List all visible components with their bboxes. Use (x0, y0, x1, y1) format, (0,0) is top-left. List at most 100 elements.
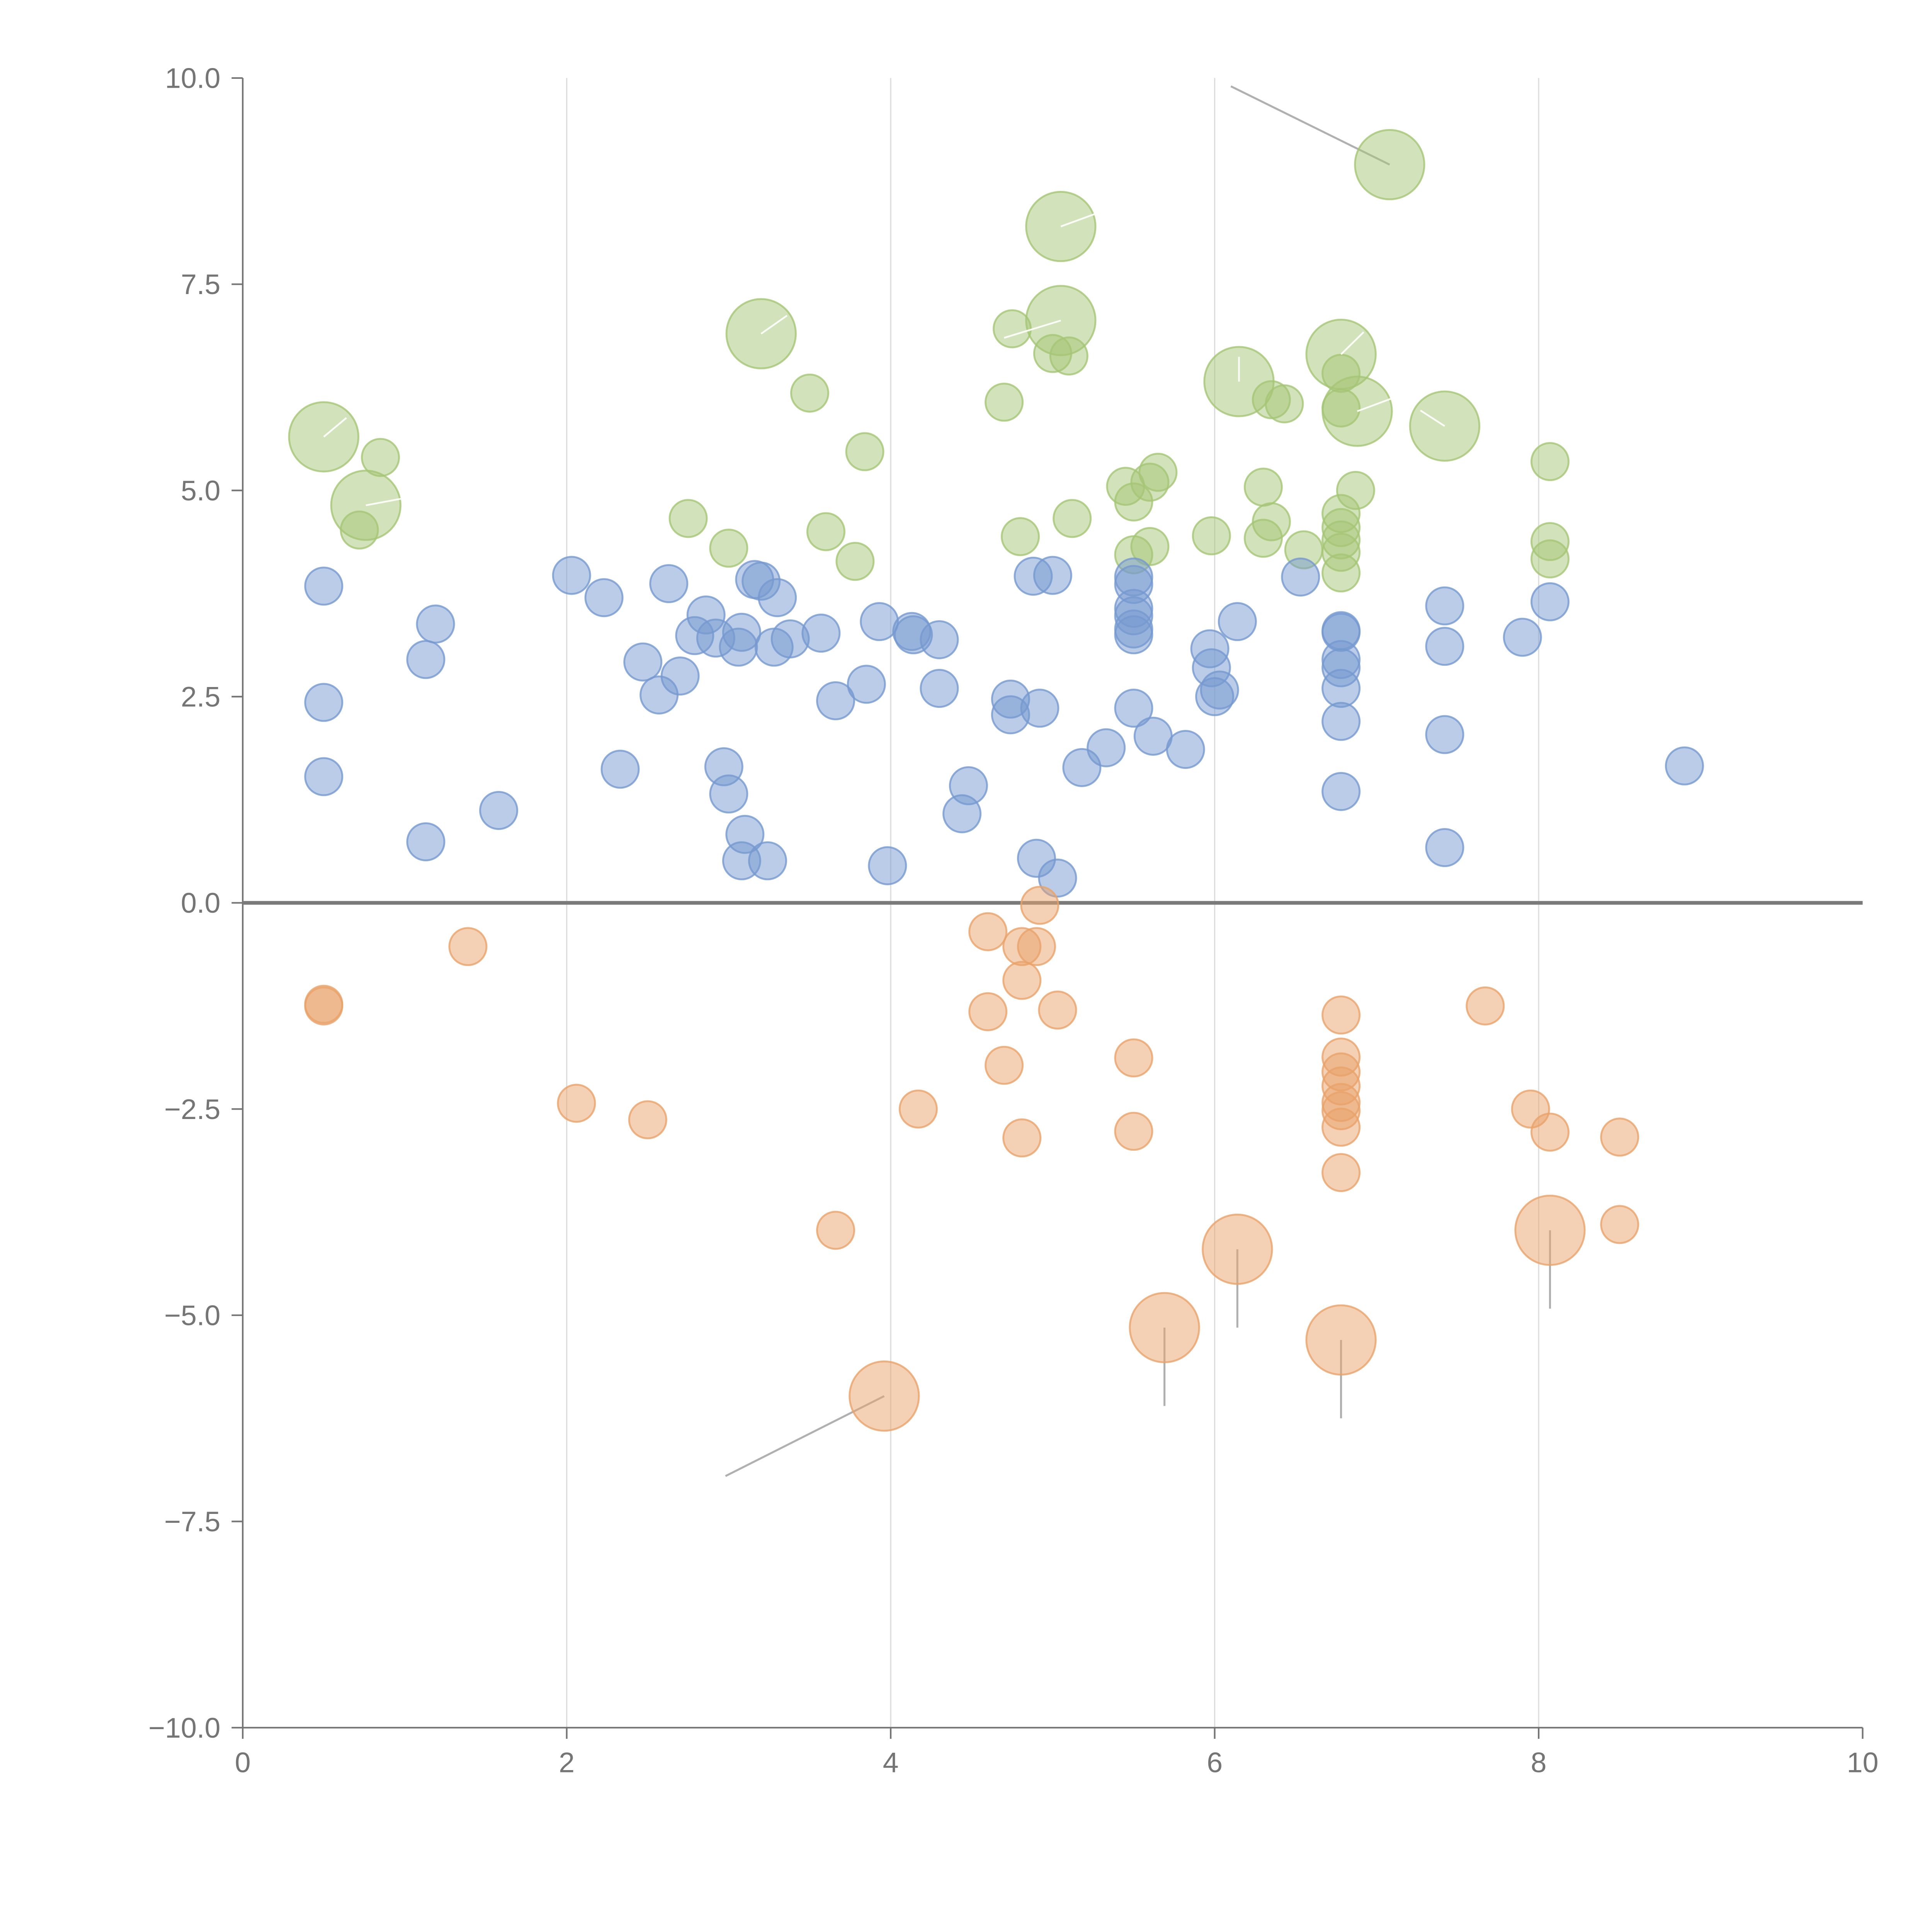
green-point (361, 438, 400, 477)
orange-point (1530, 1112, 1570, 1152)
blue-point (584, 578, 624, 617)
orange-point (304, 986, 344, 1026)
y-tick-label: −7.5 (164, 1505, 220, 1537)
leader-line (366, 498, 402, 506)
orange-point (898, 1089, 938, 1129)
green-point (668, 499, 708, 538)
x-tick-label: 8 (1531, 1747, 1547, 1779)
green-point (790, 373, 829, 413)
orange-point (816, 1211, 855, 1250)
blue-point (816, 681, 855, 721)
y-tick-label: 2.5 (181, 681, 220, 713)
blue-point (748, 841, 787, 881)
green-point (1049, 336, 1088, 376)
blue-point (1321, 772, 1361, 811)
green-point (1025, 191, 1097, 262)
green-point (1243, 519, 1283, 558)
green-point (1354, 129, 1425, 201)
orange-point (1466, 986, 1505, 1026)
leader-line (760, 315, 788, 335)
green-point (1321, 388, 1361, 428)
leader-line (1340, 331, 1364, 355)
orange-point (985, 1046, 1024, 1085)
blue-point (660, 656, 700, 696)
blue-point (722, 612, 761, 652)
orange-point (1038, 990, 1077, 1030)
blue-point (416, 604, 455, 644)
orange-point (1129, 1292, 1200, 1364)
tick-labels: 0 2 4 6 8 10 10.0 7.5 5.0 2.5 0.0 −2.5 −5.0 −7.5 −10.0 (148, 62, 1878, 1779)
green-point (835, 542, 875, 581)
green-point (1321, 553, 1361, 593)
blue-point (1087, 728, 1126, 767)
blue-point (1114, 689, 1153, 728)
orange-point (1600, 1117, 1639, 1157)
x-tick-label: 0 (235, 1747, 251, 1779)
leader-line (1357, 397, 1393, 412)
green-point (1265, 384, 1304, 423)
green-point (1130, 527, 1170, 566)
orange-point (1321, 1153, 1361, 1192)
blue-point (860, 602, 899, 641)
blue-point (1218, 602, 1257, 641)
blue-point (1033, 556, 1072, 595)
y-tick-label: −2.5 (164, 1093, 220, 1125)
orange-point (1114, 1038, 1153, 1078)
green-point (340, 510, 379, 550)
blue-point (1425, 586, 1464, 626)
green-point (993, 309, 1032, 349)
leader-line (323, 417, 347, 438)
orange-point (557, 1083, 596, 1123)
green-point (1530, 442, 1570, 481)
y-tick-label: 10.0 (165, 62, 220, 94)
y-tick-label: −5.0 (164, 1299, 220, 1331)
orange-point (1002, 961, 1042, 1000)
orange-point (1321, 995, 1361, 1035)
x-tick-label: 4 (883, 1747, 899, 1779)
green-point (1192, 516, 1231, 556)
blue-point (304, 683, 344, 722)
blue-point (1425, 828, 1464, 867)
blue-point (406, 640, 446, 679)
blue-point (1665, 746, 1704, 786)
blue-point (920, 669, 959, 708)
orange-point (1305, 1304, 1377, 1376)
blue-point (600, 750, 640, 789)
orange-point (1600, 1205, 1639, 1244)
blue-point (1503, 617, 1542, 657)
leader-line (1060, 211, 1102, 228)
orange-point (968, 912, 1008, 951)
blue-point (649, 564, 689, 603)
green-point (709, 529, 748, 568)
blue-point (479, 791, 519, 830)
y-tick-label: 7.5 (181, 268, 220, 300)
blue-point (1530, 582, 1570, 621)
orange-point (1002, 1118, 1042, 1158)
blue-point (1425, 627, 1464, 666)
leader-lines (725, 85, 1551, 1477)
green-point (1001, 517, 1040, 556)
orange-point (1514, 1194, 1586, 1266)
orange-point (1202, 1213, 1273, 1285)
orange-point (628, 1100, 667, 1139)
blue-point (1166, 730, 1205, 769)
green-point (845, 432, 884, 471)
green-point (1409, 390, 1481, 462)
blue-point (949, 766, 988, 805)
blue-point (1321, 669, 1361, 708)
green-point (1053, 499, 1092, 538)
blue-point (801, 614, 841, 653)
x-tick-label: 2 (559, 1747, 575, 1779)
green-point (1138, 452, 1178, 492)
leader-line (1420, 410, 1446, 427)
data-points (288, 129, 1704, 1432)
green-point (985, 383, 1024, 422)
blue-point (758, 578, 797, 617)
blue-point (868, 846, 907, 885)
orange-point (448, 927, 488, 966)
orange-point (968, 992, 1008, 1031)
green-point (1530, 539, 1570, 578)
x-tick-label: 6 (1207, 1747, 1223, 1779)
orange-point (1020, 886, 1060, 925)
